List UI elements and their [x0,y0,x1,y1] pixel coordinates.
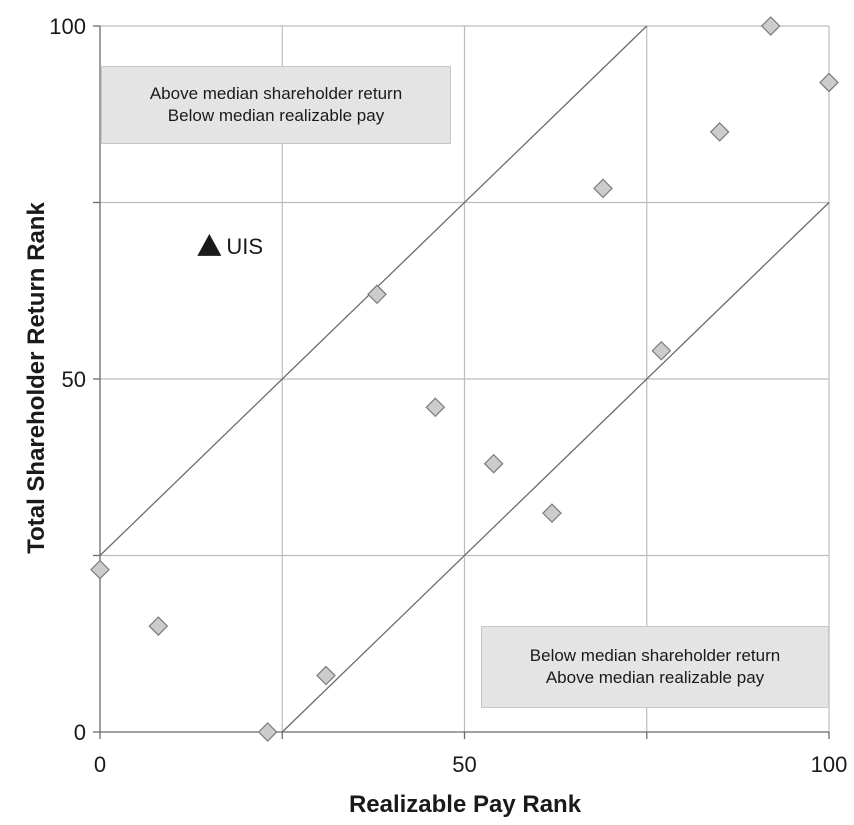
data-points: UIS [90,16,839,742]
data-point [425,397,446,418]
y-axis-title: Total Shareholder Return Rank [23,202,50,554]
data-point [483,453,504,474]
annotation-line: Above median realizable pay [545,668,765,687]
y-tick-label: 0 [74,720,86,745]
data-point [651,340,672,361]
x-tick-label: 100 [811,752,848,777]
point-label: UIS [226,234,263,259]
annotation-above-median-return: Above median shareholder return Below me… [101,66,451,144]
data-point [90,559,110,580]
annotation-line: Below median shareholder return [529,646,781,665]
data-point [819,72,839,93]
x-axis-title: Realizable Pay Rank [349,791,582,818]
annotation-line: Below median realizable pay [167,106,385,125]
data-point [316,665,336,686]
tick-labels: 0 50 100 0 50 100 [49,14,847,777]
x-tick-label: 0 [94,752,106,777]
annotation-below-median-return: Below median shareholder return Above me… [481,626,829,708]
data-point [760,16,781,36]
reference-line [281,202,830,733]
axes [93,25,830,739]
data-point [593,178,613,199]
x-tick-label: 50 [452,752,476,777]
highlight-point [197,233,222,256]
annotation-line: Above median shareholder return [149,84,403,103]
y-tick-label: 100 [49,14,86,39]
data-point [709,122,730,142]
data-point [148,616,169,636]
data-point [367,284,387,305]
data-point [542,503,562,523]
data-point [257,722,278,742]
y-tick-label: 50 [62,367,86,392]
